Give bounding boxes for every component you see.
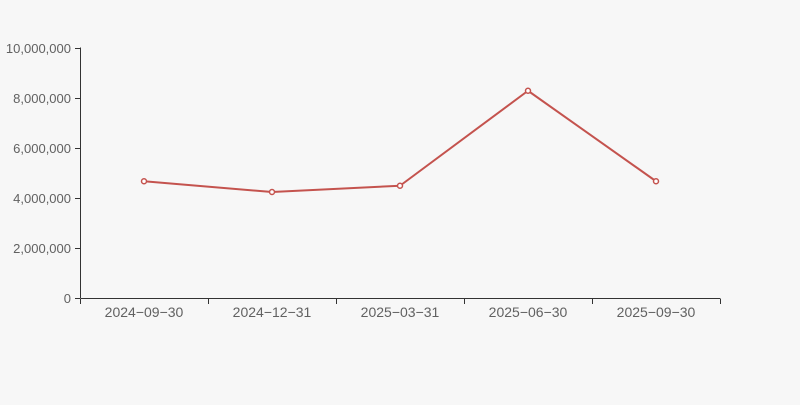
y-axis-tick-label: 4,000,000 [13, 191, 71, 206]
x-axis-tick-label: 2024−09−30 [105, 304, 184, 320]
y-axis-tick-label: 6,000,000 [13, 141, 71, 156]
y-axis-tick-label: 0 [64, 291, 71, 306]
series-line [143, 89, 657, 193]
x-axis-tick-label: 2025−03−31 [361, 304, 440, 320]
data-point-marker[interactable] [652, 178, 660, 185]
data-point-marker[interactable] [396, 182, 404, 189]
x-axis-tick-label: 2025−09−30 [617, 304, 696, 320]
x-axis-tick-label: 2025−06−30 [489, 304, 568, 320]
data-point-marker[interactable] [268, 188, 276, 196]
y-axis-tick-label: 8,000,000 [13, 91, 71, 106]
y-axis-tick-label: 10,000,000 [6, 41, 71, 56]
data-point-marker[interactable] [524, 87, 532, 94]
y-axis-tick-label: 2,000,000 [13, 241, 71, 256]
data-point-marker[interactable] [140, 178, 148, 185]
x-axis-tick-label: 2024−12−31 [233, 304, 312, 320]
